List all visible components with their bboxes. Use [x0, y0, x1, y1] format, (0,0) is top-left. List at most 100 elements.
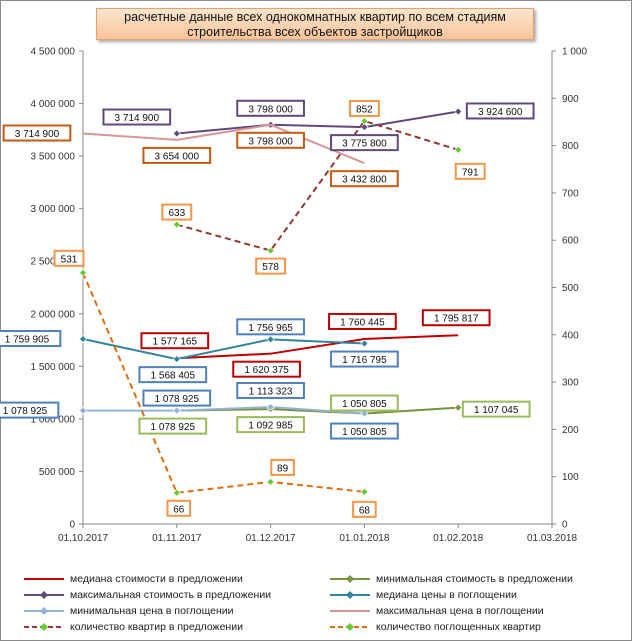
data-point: [360, 123, 369, 132]
data-label-box: [0, 330, 62, 348]
data-label: 3 775 800: [330, 134, 399, 152]
y-left-tick-label: 2 500 000: [31, 257, 76, 268]
data-label: 3 798 000: [236, 99, 305, 117]
data-label: 1 577 165: [140, 332, 210, 350]
data-label-box: [330, 422, 399, 440]
data-label-text: 1 756 965: [248, 323, 293, 334]
data-label-box: [255, 257, 287, 275]
data-label-box: [236, 381, 305, 399]
y-left-tick-label: 4 500 000: [31, 47, 76, 58]
data-label-box: [465, 102, 535, 120]
data-label: 66: [166, 499, 192, 517]
data-label-text: 3 775 800: [342, 139, 387, 150]
y-right-tick-label: 0: [562, 520, 568, 531]
chart-title-line-2: строительства всех объектов застройщиков: [187, 25, 443, 39]
legend-label: минимальная цена в поглощении: [70, 605, 234, 617]
series-7: [172, 117, 463, 255]
data-label-box: [236, 318, 305, 336]
data-label-box: [454, 162, 486, 180]
data-label: 1 716 795: [330, 350, 399, 368]
legend-label: минимальная стоимость в предложении: [376, 573, 573, 585]
y-left-tick-label: 1 000 000: [31, 414, 76, 425]
data-label-text: 3 714 900: [15, 129, 60, 140]
data-label: 1 050 805: [330, 422, 399, 440]
data-label-text: 791: [462, 167, 479, 178]
series-4: [79, 335, 369, 364]
data-label: 1 050 805: [330, 394, 399, 412]
data-point: [454, 107, 463, 116]
data-label-box: [330, 170, 399, 188]
data-label-text: 3 798 000: [248, 104, 293, 115]
data-point: [360, 487, 369, 496]
data-label: 1 759 905: [0, 330, 62, 348]
y-left-tick-label: 0: [69, 520, 75, 531]
data-label-text: 1 078 925: [155, 394, 200, 405]
data-label-box: [2, 124, 72, 142]
data-label: 3 654 000: [142, 146, 212, 164]
legend-label: медиана стоимости в предложении: [70, 573, 243, 585]
data-label-box: [330, 394, 399, 412]
data-label-box: [328, 312, 397, 330]
data-label: 633: [161, 203, 193, 221]
x-tick-label: 01.12.2017: [246, 533, 296, 544]
series-line: [176, 110, 459, 135]
legend-label: количество поглощенных квартир: [376, 621, 541, 633]
chart-title-line-1: расчетные данные всех однокомнатных квар…: [124, 10, 506, 24]
data-point: [172, 406, 181, 415]
y-right-tick-label: 500: [562, 283, 579, 294]
data-label-text: 1 050 805: [342, 399, 387, 410]
data-point: [172, 488, 181, 497]
data-label-box: [161, 203, 193, 221]
data-label: 1 113 323: [236, 381, 305, 399]
y-left-tick-label: 1 500 000: [31, 362, 76, 373]
series-line: [176, 334, 459, 360]
data-point: [360, 409, 369, 418]
data-label-text: 1 759 905: [5, 335, 50, 346]
x-tick-label: 01.03.2018: [527, 533, 577, 544]
data-label: 3 432 800: [330, 170, 399, 188]
data-label-text: 578: [262, 262, 279, 273]
data-label-box: [330, 134, 399, 152]
y-right-tick-label: 900: [562, 94, 579, 105]
data-label-text: 1 620 375: [244, 365, 289, 376]
chart-title: расчетные данные всех однокомнатных квар…: [96, 8, 534, 40]
y-right-tick-label: 400: [562, 330, 579, 341]
data-label-text: 1 568 405: [151, 371, 196, 382]
data-point: [360, 339, 369, 348]
data-label-text: 3 798 000: [248, 136, 293, 147]
data-label-text: 531: [61, 254, 78, 265]
data-label: 68: [352, 500, 377, 518]
data-label-text: 1 078 925: [151, 422, 196, 433]
data-label: 3 924 600: [465, 102, 535, 120]
x-tick-label: 01.11.2017: [152, 533, 202, 544]
data-label-box: [352, 500, 377, 518]
data-point: [172, 129, 181, 138]
data-label-box: [138, 366, 208, 384]
data-label-box: [236, 131, 305, 149]
data-label-box: [421, 309, 491, 327]
series-8: [79, 268, 369, 497]
data-label: 1 795 817: [421, 309, 491, 327]
data-label-box: [461, 400, 531, 418]
data-label-text: 1 078 925: [3, 406, 48, 417]
data-label: 1 756 965: [236, 318, 305, 336]
data-point: [79, 268, 87, 277]
series-line: [82, 272, 365, 494]
data-label-text: 3 714 900: [115, 113, 160, 124]
x-tick-label: 01.01.2018: [339, 533, 389, 544]
x-tick-label: 01.10.2017: [58, 533, 108, 544]
y-right-tick-label: 1 000: [562, 47, 587, 58]
data-point: [454, 403, 463, 412]
data-label: 1 568 405: [138, 366, 208, 384]
y-left-tick-label: 2 000 000: [31, 309, 76, 320]
y-left-tick-label: 3 500 000: [31, 152, 76, 163]
chart-plot: 0 500 000 1 000 000 1 500 000 2 000 000 2 500…: [0, 47, 587, 544]
data-label-box: [102, 108, 172, 126]
y-left-tick-label: 500 000: [39, 467, 76, 478]
data-label-box: [166, 499, 192, 517]
data-label-text: 3 654 000: [155, 151, 200, 162]
data-label-text: 3 924 600: [478, 107, 523, 118]
data-point: [360, 117, 369, 125]
data-label: 578: [255, 257, 287, 275]
series-1: [176, 334, 459, 360]
